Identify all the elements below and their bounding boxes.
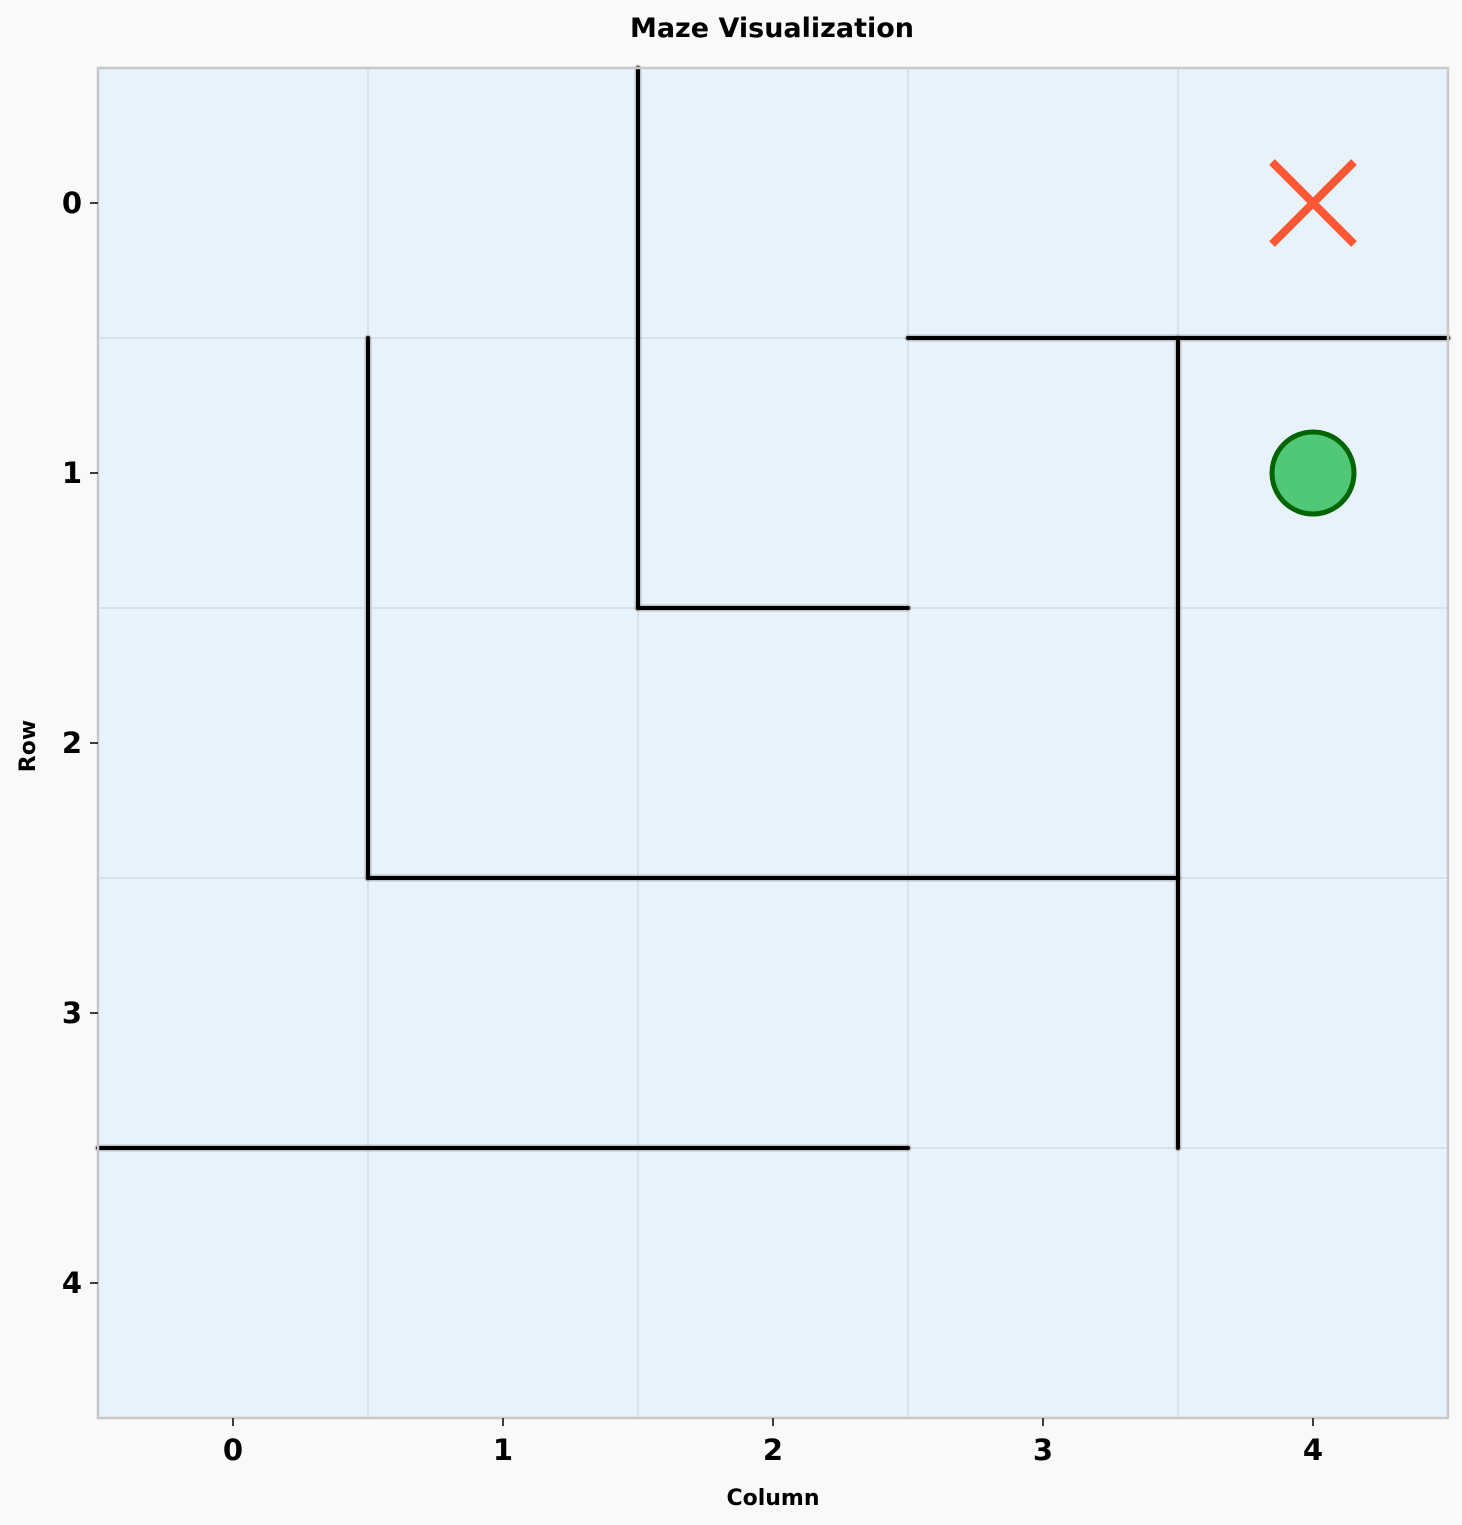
x-tick-label: 0 [223,1433,243,1467]
agent-circle-marker [1269,429,1357,517]
goal-x-stroke [1269,159,1357,247]
y-tick-label: 3 [62,996,82,1030]
y-tick-label: 2 [62,726,82,760]
x-axis-label: Column [726,1486,819,1511]
axis-ticks: 0 1 2 3 4 0 1 2 3 4 [62,186,1323,1467]
chart-title: Maze Visualization [630,13,914,44]
y-axis-label: Row [16,720,41,772]
maze-walls [94,64,1452,1152]
x-tick-label: 2 [763,1433,783,1467]
markers [1269,159,1357,517]
goal-x-marker [1269,159,1357,247]
y-tick-label: 0 [62,186,82,220]
plot-area [98,68,1448,1418]
x-tick-label: 3 [1033,1433,1053,1467]
y-tick-label: 4 [62,1266,82,1300]
x-tick-label: 4 [1303,1433,1323,1467]
y-tick-label: 1 [62,456,82,490]
x-tick-label: 1 [493,1433,513,1467]
